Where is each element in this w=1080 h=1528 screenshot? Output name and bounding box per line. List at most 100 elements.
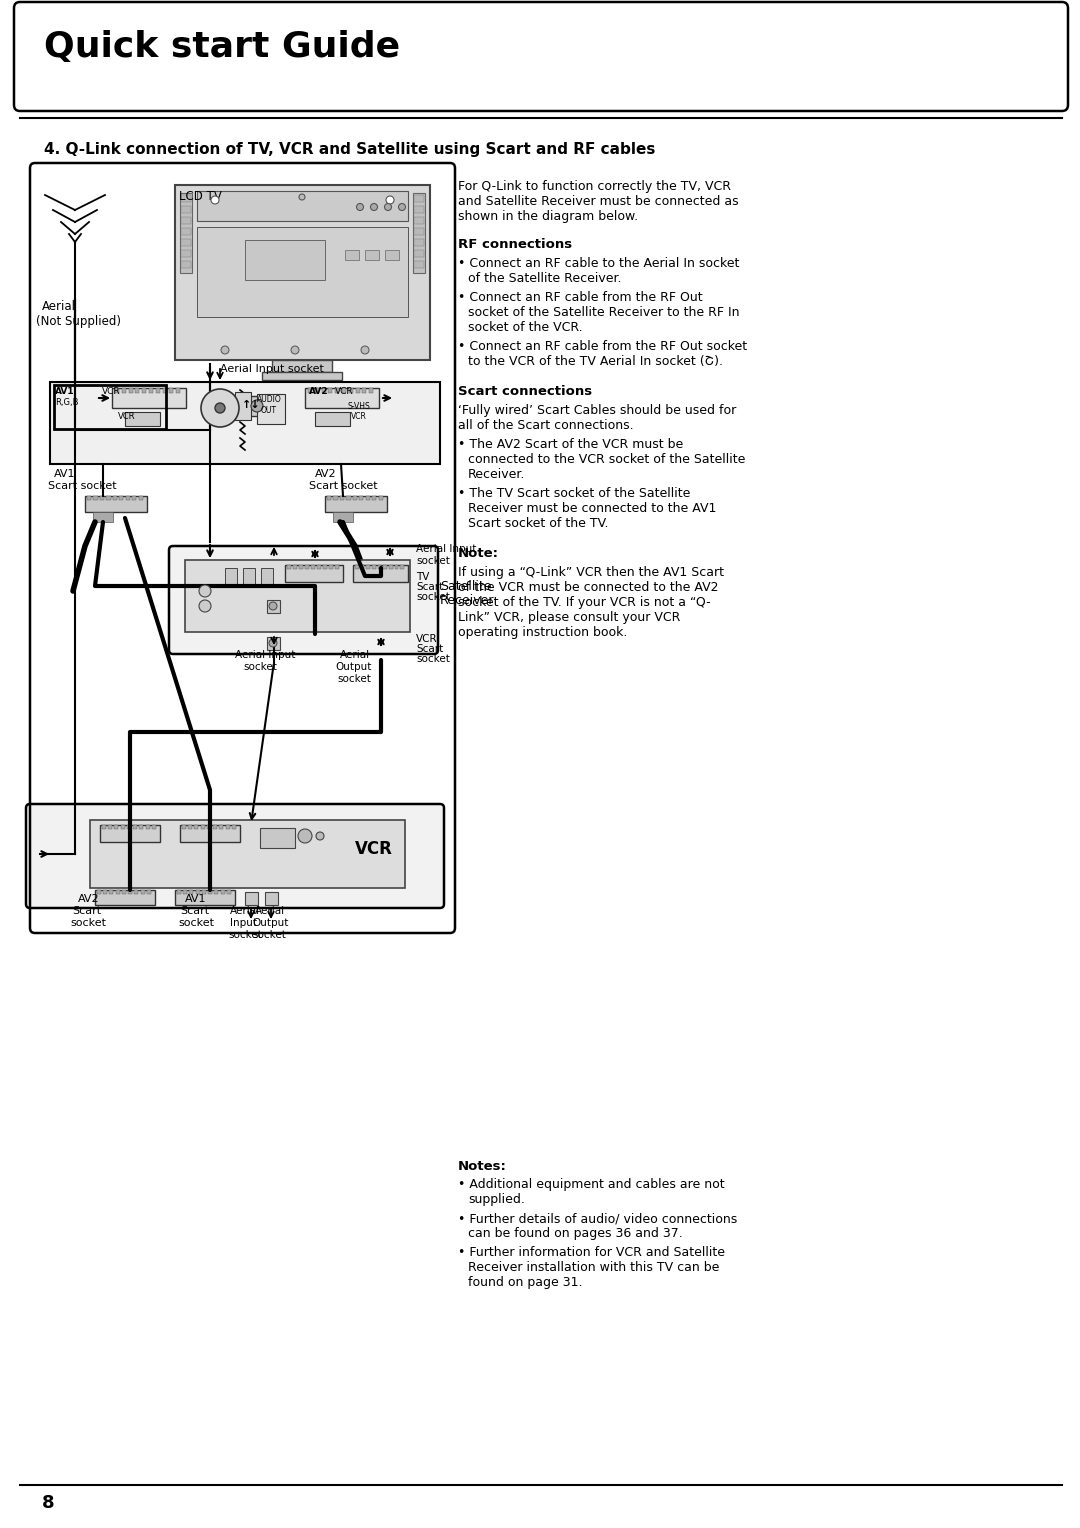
Text: Note:: Note:	[458, 547, 499, 559]
Text: Notes:: Notes:	[458, 1160, 507, 1174]
Bar	[272, 361, 332, 371]
Bar	[50, 382, 440, 465]
Bar	[414, 196, 424, 202]
Bar	[314, 388, 319, 393]
Bar	[126, 825, 131, 830]
Bar	[363, 388, 366, 393]
Bar	[87, 497, 91, 500]
Bar	[97, 889, 102, 894]
Bar	[360, 497, 363, 500]
Bar	[109, 889, 113, 894]
Bar	[384, 251, 399, 260]
Bar	[315, 413, 350, 426]
Text: AV2: AV2	[315, 469, 337, 478]
Bar	[175, 185, 430, 361]
Bar	[347, 497, 351, 500]
Bar	[232, 825, 235, 830]
Bar	[401, 565, 404, 568]
Bar	[257, 394, 285, 423]
Circle shape	[201, 390, 239, 426]
Text: Input: Input	[230, 918, 257, 927]
Bar	[323, 565, 327, 568]
Bar	[149, 388, 153, 393]
Bar	[114, 388, 119, 393]
Bar	[195, 889, 200, 894]
Text: • Connect an RF cable to the Aerial In socket: • Connect an RF cable to the Aerial In s…	[458, 257, 740, 270]
Bar	[175, 889, 235, 905]
Bar	[366, 497, 369, 500]
Bar	[135, 388, 139, 393]
Bar	[267, 601, 280, 613]
Circle shape	[386, 196, 394, 205]
Bar	[133, 825, 137, 830]
Text: of the Satellite Receiver.: of the Satellite Receiver.	[468, 272, 621, 286]
Circle shape	[384, 203, 391, 211]
Text: VCR: VCR	[102, 387, 121, 396]
Bar	[325, 497, 387, 512]
Text: RF connections: RF connections	[458, 238, 572, 251]
Bar	[369, 388, 374, 393]
Circle shape	[199, 585, 211, 597]
Circle shape	[370, 203, 378, 211]
Circle shape	[361, 345, 369, 354]
Bar	[248, 396, 266, 416]
Text: AV2: AV2	[78, 894, 99, 905]
Bar	[285, 565, 343, 582]
Bar	[318, 565, 321, 568]
Bar	[342, 388, 346, 393]
Bar	[414, 217, 424, 225]
Bar	[177, 889, 181, 894]
Bar	[299, 565, 302, 568]
Bar	[322, 388, 326, 393]
Bar	[366, 565, 370, 568]
Bar	[226, 825, 230, 830]
Text: socket of the TV. If your VCR is not a “Q-: socket of the TV. If your VCR is not a “…	[458, 596, 711, 610]
Bar	[414, 228, 424, 235]
Bar	[102, 825, 106, 830]
Circle shape	[215, 403, 225, 413]
Text: VCR: VCR	[355, 840, 393, 859]
Text: 4. Q-Link connection of TV, VCR and Satellite using Scart and RF cables: 4. Q-Link connection of TV, VCR and Sate…	[44, 142, 656, 157]
Text: • Connect an RF cable from the RF Out: • Connect an RF cable from the RF Out	[458, 290, 703, 304]
Text: socket of the Satellite Receiver to the RF In: socket of the Satellite Receiver to the …	[468, 306, 740, 319]
Bar	[262, 371, 342, 380]
Text: socket: socket	[178, 918, 214, 927]
Text: Receiver.: Receiver.	[468, 468, 525, 481]
Text: found on page 31.: found on page 31.	[468, 1276, 582, 1290]
Text: Aerial: Aerial	[230, 906, 260, 915]
Bar	[139, 825, 144, 830]
Bar	[181, 238, 191, 246]
Bar	[202, 889, 206, 894]
Bar	[181, 228, 191, 235]
Text: AV1: AV1	[55, 387, 75, 396]
Bar	[245, 240, 325, 280]
Bar	[122, 889, 126, 894]
Bar	[170, 388, 174, 393]
Text: • The AV2 Scart of the VCR must be: • The AV2 Scart of the VCR must be	[458, 439, 684, 451]
Bar	[116, 889, 120, 894]
Bar	[181, 206, 191, 212]
Bar	[188, 825, 192, 830]
Bar	[208, 889, 212, 894]
Text: Scart socket: Scart socket	[48, 481, 117, 490]
Bar	[129, 889, 132, 894]
Text: LCD TV: LCD TV	[179, 189, 221, 203]
Bar	[220, 889, 225, 894]
Bar	[114, 825, 119, 830]
Bar	[414, 261, 424, 267]
Bar	[383, 565, 387, 568]
Text: socket: socket	[416, 654, 450, 665]
Bar	[340, 497, 345, 500]
Text: Aerial: Aerial	[340, 649, 370, 660]
Text: socket: socket	[70, 918, 106, 927]
Bar	[112, 388, 186, 408]
Bar	[93, 512, 113, 523]
Bar	[265, 892, 278, 905]
Bar	[134, 889, 138, 894]
Text: S-VHS: S-VHS	[347, 402, 369, 411]
Bar	[183, 825, 186, 830]
Text: Receiver must be connected to the AV1: Receiver must be connected to the AV1	[468, 503, 716, 515]
Circle shape	[291, 345, 299, 354]
Bar	[365, 251, 379, 260]
Circle shape	[251, 400, 264, 413]
